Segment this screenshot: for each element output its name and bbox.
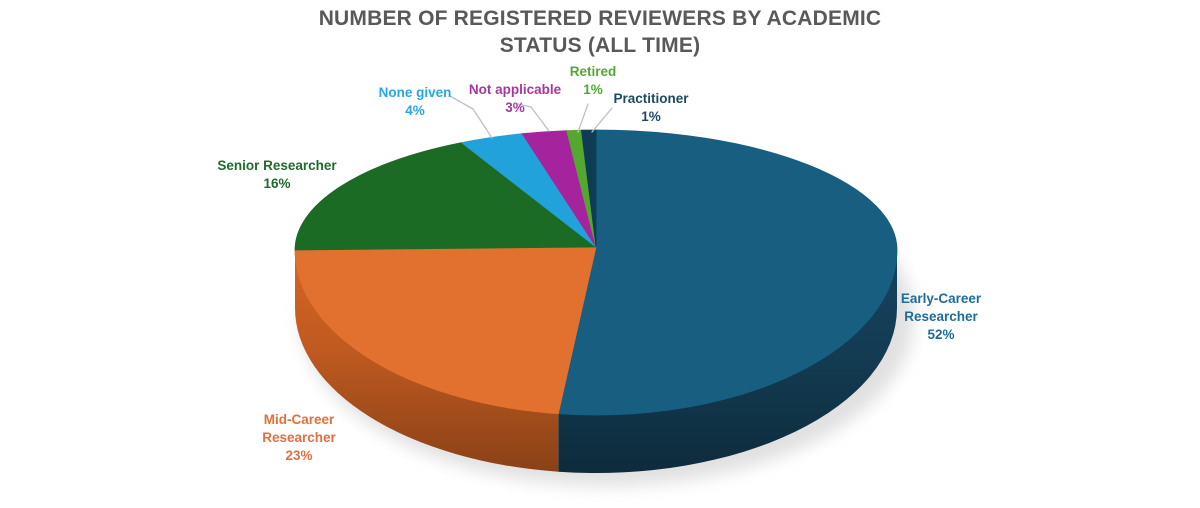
pie-slice-mid-career-researcher-side: [295, 250, 559, 472]
pie-slice-early-career-researcher-side: [558, 250, 897, 473]
pie-slice-mid-career-researcher: [294, 246, 597, 415]
pie-slice-senior-researcher: [294, 142, 597, 251]
slice-callout-senior-researcher: Senior Researcher 16%: [197, 157, 357, 193]
leader-line-none-given: [449, 95, 493, 139]
slice-percent: 23%: [285, 448, 313, 463]
slice-percent: 3%: [505, 100, 525, 115]
slice-callout-retired: Retired 1%: [548, 63, 638, 99]
slice-callout-practitioner: Practitioner 1%: [591, 90, 711, 126]
chart-title: NUMBER OF REGISTERED REVIEWERS BY ACADEM…: [318, 7, 882, 57]
leader-line-not-applicable: [517, 103, 550, 132]
slice-label: None given: [378, 85, 452, 100]
slice-label: Senior Researcher: [217, 158, 337, 173]
slice-callout-mid-career-researcher: Mid-Career Researcher 23%: [249, 411, 349, 465]
slice-callout-early-career-researcher: Early-Career Researcher 52%: [885, 290, 997, 344]
leader-line-practitioner: [591, 107, 613, 133]
slice-percent: 52%: [927, 327, 955, 342]
slice-label: Mid-Career Researcher: [262, 412, 336, 445]
pie-slice-early-career-researcher: [557, 129, 898, 416]
slice-callout-none-given: None given 4%: [355, 84, 475, 120]
slice-percent: 1%: [641, 109, 661, 124]
slice-percent: 1%: [583, 82, 603, 97]
leader-line-retired: [577, 103, 589, 133]
slice-label: Not applicable: [468, 82, 562, 97]
slice-percent: 4%: [405, 103, 425, 118]
slice-label: Practitioner: [613, 91, 689, 106]
slice-percent: 16%: [263, 176, 291, 191]
slice-label: Retired: [569, 64, 617, 79]
pie-slice-practitioner: [581, 129, 597, 248]
leader-lines: [449, 95, 613, 139]
slice-label: Early-Career Researcher: [900, 291, 982, 324]
slice-callout-not-applicable: Not applicable 3%: [450, 81, 580, 117]
